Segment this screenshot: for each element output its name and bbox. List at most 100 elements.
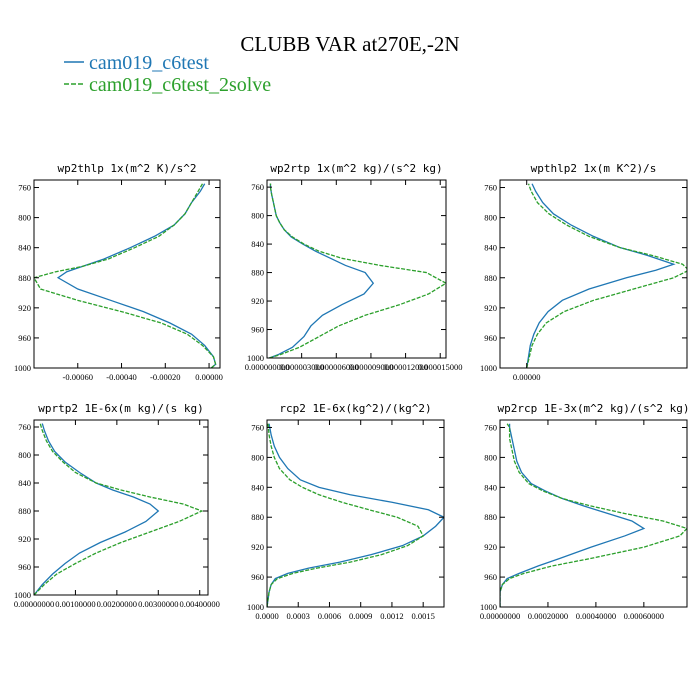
panel-2-xtick-label: 0.000009000 bbox=[349, 362, 394, 372]
panel-5-ytick-label: 1000 bbox=[247, 602, 264, 612]
panel-1-series-1-line bbox=[56, 183, 217, 368]
panel-6-series-2-line bbox=[500, 423, 687, 607]
panel-2-ytick-label: 920 bbox=[251, 296, 264, 306]
chart-panels: wp2thlp 1x(m^2 K)/s^2 760 800 840 880 920 960 1… bbox=[14, 162, 690, 621]
panel-4-series-2-line bbox=[34, 423, 204, 595]
panel-3-ytick-label: 1000 bbox=[480, 363, 497, 373]
panel-1-xtick-label: -0.00020 bbox=[150, 372, 180, 382]
panel-6-ytick-label: 760 bbox=[484, 422, 497, 432]
panel-6-xtick-label: 0.00060000 bbox=[624, 611, 664, 621]
panel-5-ytick-label: 920 bbox=[251, 542, 264, 552]
panel-1-xtick-label: -0.00040 bbox=[106, 372, 136, 382]
panel-3-ytick-label: 880 bbox=[484, 273, 497, 283]
panel-6: wp2rcp 1E-3x(m^2 kg)/(s^2 kg)760 800 840 88… bbox=[480, 402, 690, 621]
panel-1-frame bbox=[33, 179, 221, 369]
panel-1-title: wp2thlp 1x(m^2 K)/s^2 bbox=[57, 162, 196, 175]
panel-3-series-2-line bbox=[526, 183, 687, 368]
panel-3-ytick-label: 920 bbox=[484, 303, 497, 313]
panel-6-ytick-label: 920 bbox=[484, 542, 497, 552]
panel-5-ytick-label: 760 bbox=[251, 422, 264, 432]
panel-5-xtick-label: 0.0015 bbox=[411, 611, 434, 621]
panel-6-series-1-line bbox=[500, 423, 646, 607]
panel-5-xtick-label: 0.0006 bbox=[318, 611, 341, 621]
panel-4-ytick-label: 1000 bbox=[14, 590, 31, 600]
panel-5-ytick-label: 800 bbox=[251, 452, 264, 462]
panel-2: wp2rtp 1x(m^2 kg)/(s^2 kg) 760 800 840 880 92… bbox=[245, 162, 463, 372]
panel-6-title: wp2rcp 1E-3x(m^2 kg)/(s^2 kg) bbox=[497, 402, 689, 415]
legend-label-series-1: cam019_c6test bbox=[89, 52, 209, 74]
panel-4-ytick-label: 960 bbox=[18, 562, 31, 572]
panel-3-frame bbox=[499, 179, 688, 369]
panel-4-xtick-label: 0.00200000 bbox=[97, 599, 137, 609]
panel-4-series-1-line bbox=[34, 423, 160, 595]
legend: cam019_c6test cam019_c6test_2solve bbox=[64, 52, 271, 96]
panel-1-ytick-label: 920 bbox=[18, 303, 31, 313]
panel-5-xtick-label: 0.0012 bbox=[380, 611, 403, 621]
panel-2-series-1-line bbox=[269, 183, 375, 358]
panel-4-ytick-label: 920 bbox=[18, 534, 31, 544]
panel-3-title: wpthlp2 1x(m K^2)/s bbox=[531, 162, 657, 175]
panel-6-frame bbox=[499, 419, 688, 608]
panel-5-title: rcp2 1E-6x(kg^2)/(kg^2) bbox=[279, 402, 431, 415]
figure-title: CLUBB VAR at270E,-2N bbox=[240, 32, 459, 56]
panel-4: wprtp2 1E-6x(m kg)/(s kg) 760 800 840 880 920… bbox=[14, 402, 220, 609]
panel-4-xtick-label: 0.00300000 bbox=[138, 599, 178, 609]
panel-2-xtick-label: 0.000006000 bbox=[314, 362, 359, 372]
panel-4-ytick-label: 800 bbox=[18, 450, 31, 460]
panel-5-ytick-label: 880 bbox=[251, 512, 264, 522]
panel-4-ytick-label: 880 bbox=[18, 506, 31, 516]
panel-6-ytick-label: 960 bbox=[484, 572, 497, 582]
panel-5-ytick-label: 960 bbox=[251, 572, 264, 582]
panel-1-ytick-label: 1000 bbox=[14, 363, 31, 373]
panel-6-ytick-label: 880 bbox=[484, 512, 497, 522]
panel-1-ytick-label: 760 bbox=[18, 183, 31, 193]
panel-5-series-1-line bbox=[267, 423, 444, 607]
panel-5-ytick-label: 840 bbox=[251, 482, 264, 492]
panel-6-xtick-label: 0.00020000 bbox=[528, 611, 568, 621]
panel-3-ytick-label: 840 bbox=[484, 243, 497, 253]
panel-2-xtick-label: 0.000012000 bbox=[383, 362, 428, 372]
panel-3-xtick-label: 0.00000 bbox=[513, 372, 541, 382]
panel-2-xtick-label: 0.000000000 bbox=[245, 362, 290, 372]
panel-1-ytick-label: 840 bbox=[18, 243, 31, 253]
panel-2-ytick-label: 880 bbox=[251, 268, 264, 278]
panel-3-ytick-label: 760 bbox=[484, 183, 497, 193]
panel-3-ytick-label: 800 bbox=[484, 213, 497, 223]
panel-6-ytick-label: 800 bbox=[484, 452, 497, 462]
panel-2-title: wp2rtp 1x(m^2 kg)/(s^2 kg) bbox=[270, 162, 442, 175]
panel-4-frame bbox=[33, 419, 209, 596]
panel-1-ytick-label: 800 bbox=[18, 213, 31, 223]
panel-1-ytick-label: 880 bbox=[18, 273, 31, 283]
panel-2-ytick-label: 760 bbox=[251, 182, 264, 192]
panel-4-xtick-label: 0.00400000 bbox=[180, 599, 220, 609]
panel-1: wp2thlp 1x(m^2 K)/s^2 760 800 840 880 920 960 1… bbox=[14, 162, 223, 382]
panel-5-series-2-line bbox=[267, 423, 425, 607]
panel-1-xtick-label: -0.00060 bbox=[63, 372, 93, 382]
panel-4-xtick-label: 0.00100000 bbox=[55, 599, 95, 609]
panel-2-frame bbox=[266, 179, 447, 359]
panel-6-ytick-label: 840 bbox=[484, 482, 497, 492]
panel-1-series-2-line bbox=[34, 183, 217, 368]
panel-2-ytick-label: 960 bbox=[251, 325, 264, 335]
panel-6-xtick-label: 0.00000000 bbox=[480, 611, 520, 621]
panel-1-ytick-label: 960 bbox=[18, 333, 31, 343]
panel-4-title: wprtp2 1E-6x(m kg)/(s kg) bbox=[38, 402, 204, 415]
panel-2-series-2-line bbox=[269, 183, 446, 358]
panel-5-xtick-label: 0.0009 bbox=[349, 611, 372, 621]
panel-3-ytick-label: 960 bbox=[484, 333, 497, 343]
panel-1-xtick-label: 0.00000 bbox=[195, 372, 223, 382]
panel-4-xtick-label: 0.00000000 bbox=[14, 599, 54, 609]
panel-6-ytick-label: 1000 bbox=[480, 602, 497, 612]
panel-4-ytick-label: 760 bbox=[18, 422, 31, 432]
panel-3: wpthlp2 1x(m K^2)/s 760 800 840 880 920 960 100… bbox=[480, 162, 688, 382]
panel-5: rcp2 1E-6x(kg^2)/(kg^2) 760 800 840 880 920 96… bbox=[247, 402, 445, 621]
panel-2-xtick-label: 0.000003000 bbox=[279, 362, 324, 372]
panel-2-xtick-label: 0.000015000 bbox=[418, 362, 463, 372]
panel-5-frame bbox=[266, 419, 445, 608]
panel-5-xtick-label: 0.0000 bbox=[255, 611, 278, 621]
panel-2-ytick-label: 1000 bbox=[247, 353, 264, 363]
panel-3-series-1-line bbox=[526, 183, 676, 368]
panel-2-ytick-label: 840 bbox=[251, 239, 264, 249]
panel-6-xtick-label: 0.00040000 bbox=[576, 611, 616, 621]
